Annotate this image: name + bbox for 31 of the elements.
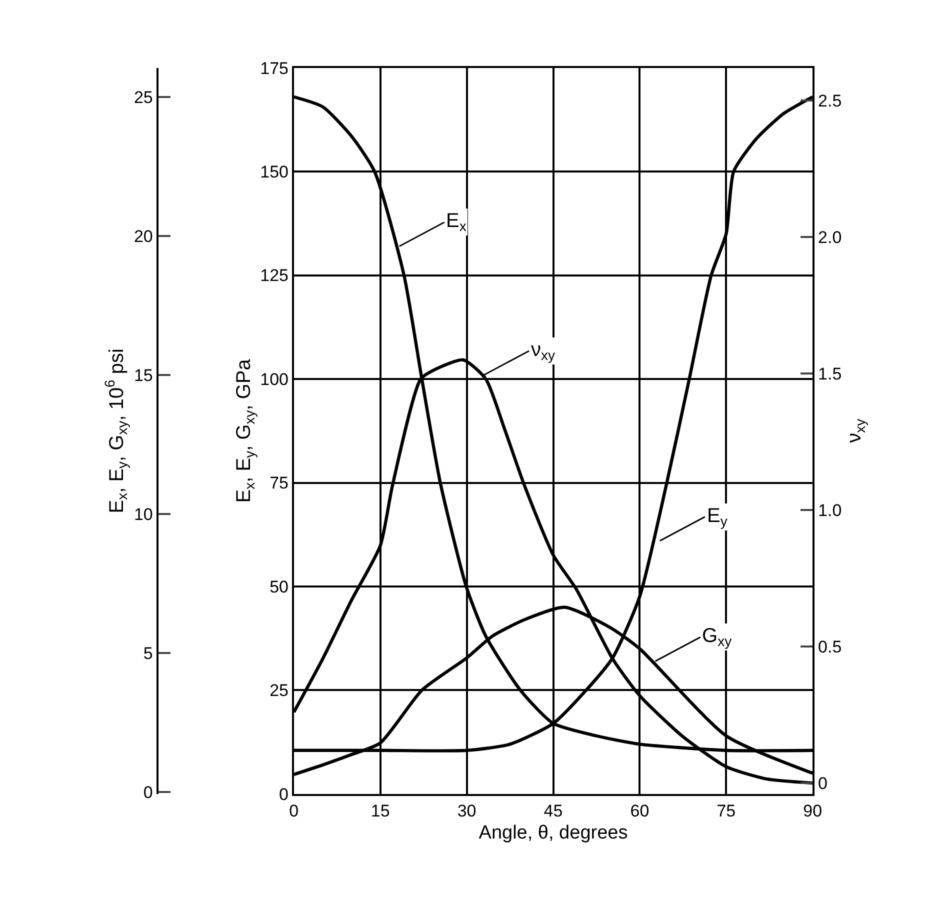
y3-tick-label: 20 [134,226,153,246]
y3-tick-label: 15 [134,366,153,385]
annotation: E$_{x}$ [446,210,466,234]
y-tick-label: 75 [270,474,288,493]
y-tick-label: 50 [270,577,288,596]
y3-tick-label: 25 [134,88,153,107]
x-tick-label: 15 [370,801,390,820]
annotation: G$_{xy}$ [702,625,732,650]
x-tick-label: 75 [716,801,736,820]
y2-tick-label: 2.5 [818,92,842,111]
y2-tick-label: 1.0 [818,501,842,520]
y-tick-label: 125 [260,266,288,286]
x-tick-label: 90 [803,801,822,820]
x-tick-label: 30 [457,801,476,820]
y3-tick-label: 5 [143,644,153,663]
y2-tick-label: 0 [818,774,828,794]
y2-tick-label: 1.5 [818,364,842,384]
y3-tick-label: 10 [134,504,153,524]
x-tick-label: 45 [544,801,563,820]
y-tick-label: 175 [260,58,288,78]
y-tick-label: 100 [260,370,288,389]
x-axis-title: Angle, θ, degrees [478,822,628,844]
x-tick-label: 60 [630,801,650,820]
annotation: ν$_{xy}$ [531,339,555,364]
y-tick-label: 0 [279,784,288,804]
y-tick-label: 25 [270,681,288,700]
y2-tick-label: 2.0 [818,228,842,248]
annotation: E$_{y}$ [707,505,728,530]
y3-tick-label: 0 [143,782,153,802]
y2-tick-label: 0.5 [818,638,842,657]
y-tick-label: 150 [260,162,288,182]
